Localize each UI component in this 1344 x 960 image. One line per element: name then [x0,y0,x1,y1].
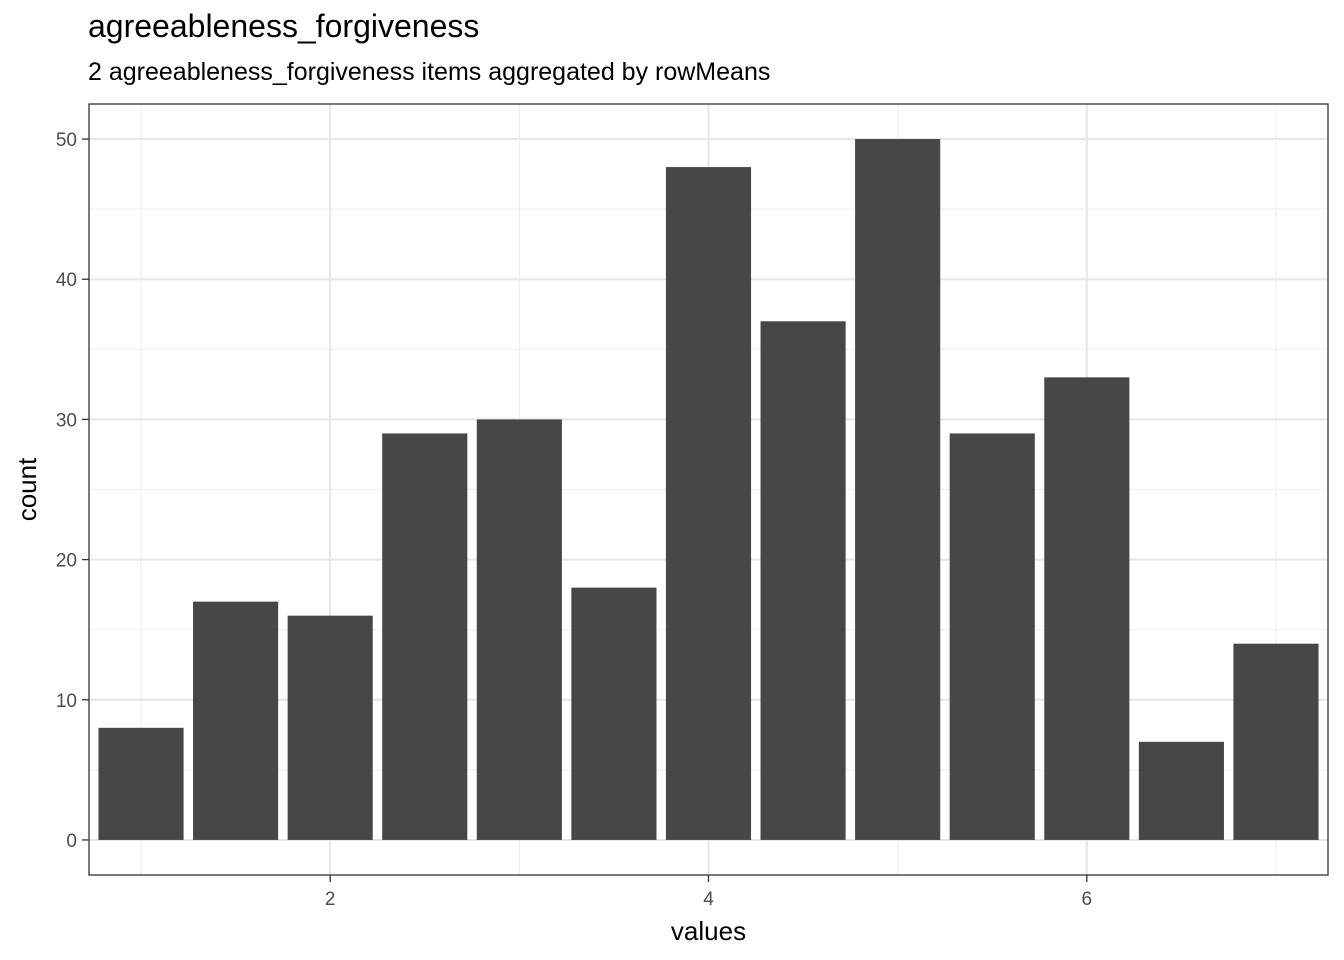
y-tick-label: 30 [56,410,77,431]
x-tick-label: 6 [1082,889,1093,910]
x-tick-label: 4 [703,889,714,910]
y-axis-title: count [12,457,42,521]
axis-ticks: 2 4 6 0 10 20 30 40 50 [56,130,1092,910]
x-tick-label: 2 [325,889,336,910]
y-tick-label: 0 [66,831,77,852]
histogram-bar [949,433,1035,840]
histogram-bar [476,419,562,840]
bars [98,139,1319,840]
histogram-bar [760,321,846,840]
chart-subtitle: 2 agreeableness_forgiveness items aggreg… [88,58,771,86]
histogram-bar [193,601,279,840]
y-tick-label: 10 [56,691,77,712]
histogram-bar [571,587,657,840]
histogram-bar [382,433,468,840]
histogram-bar [98,727,184,840]
histogram-bar [1044,377,1130,840]
y-tick-label: 50 [56,130,77,151]
histogram-bar [1138,741,1224,840]
y-tick-label: 20 [56,551,77,572]
y-tick-label: 40 [56,270,77,291]
histogram-bar [1233,643,1319,840]
histogram-bar [287,615,373,840]
histogram-bar [665,167,752,840]
x-axis-title: values [671,916,746,946]
chart-title: agreeableness_forgiveness [88,8,480,44]
histogram-bar [855,139,941,840]
